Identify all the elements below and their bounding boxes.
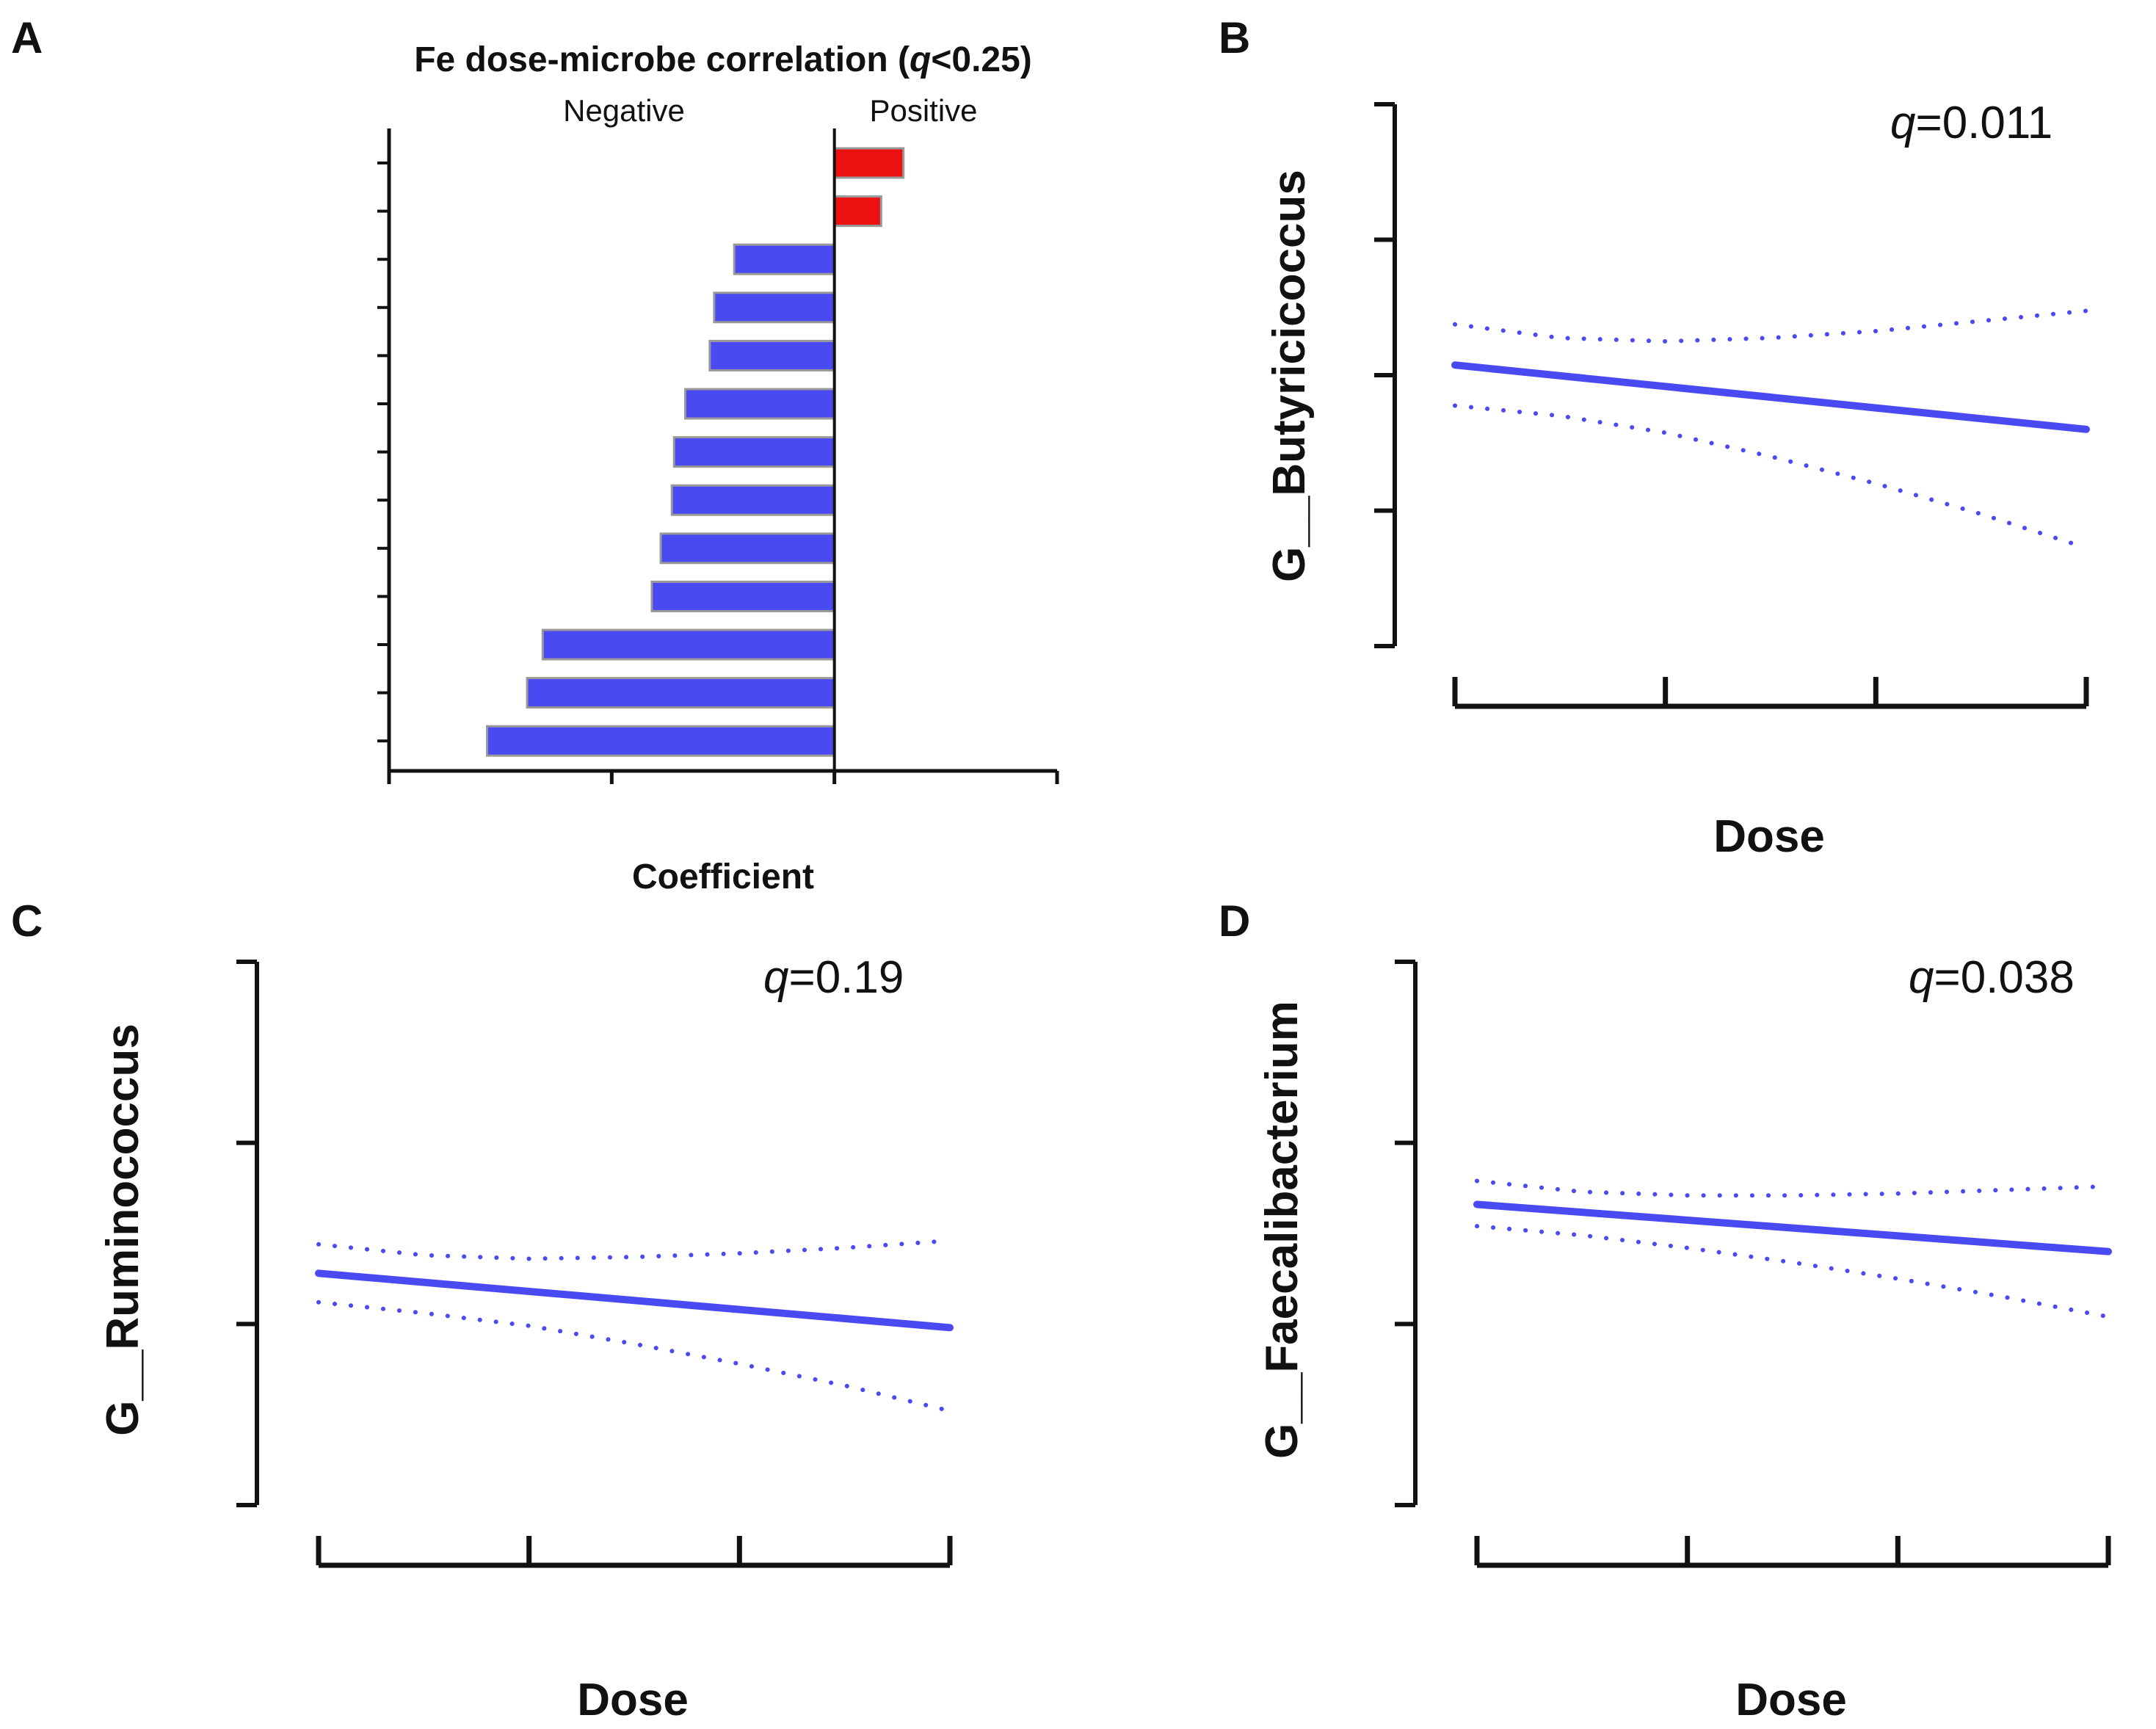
- lower-ci-line: [1455, 406, 2086, 548]
- bar: [527, 678, 835, 708]
- bar: [685, 389, 834, 418]
- panel-d: D q=0.038 G__Faecalibacterium Dose: [1219, 896, 2108, 1725]
- panel-d-label: D: [1219, 896, 1250, 946]
- panel-c-y-axis-label: G__Ruminococcus: [98, 1023, 148, 1436]
- figure: A Fe dose-microbe correlation (q<0.25) N…: [0, 0, 2156, 1729]
- panel-a-label: A: [11, 13, 43, 62]
- bar: [714, 293, 835, 322]
- panel-c-q-annotation: q=0.19: [763, 952, 904, 1003]
- fit-line: [319, 1273, 950, 1327]
- bar: [674, 438, 834, 467]
- positive-label: Positive: [869, 93, 977, 128]
- panel-d-x-axis-label: Dose: [1735, 1675, 1847, 1725]
- panel-d-y-axis-label: G__Faecalibacterium: [1257, 1001, 1307, 1459]
- fit-line: [1477, 1205, 2108, 1252]
- fit-line: [1455, 365, 2086, 429]
- panel-b-q-annotation: q=0.011: [1890, 98, 2052, 148]
- lower-ci-line: [1477, 1226, 2108, 1316]
- bar: [710, 341, 835, 370]
- bar: [734, 244, 835, 274]
- panel-b-plot: [1374, 104, 2086, 706]
- bar: [542, 630, 834, 659]
- bar: [672, 485, 834, 515]
- upper-ci-line: [1477, 1181, 2108, 1196]
- panel-b-x-axis-label: Dose: [1713, 811, 1825, 862]
- bar: [487, 726, 834, 755]
- panel-d-plot: [1395, 962, 2108, 1565]
- panel-b-label: B: [1219, 13, 1250, 62]
- panel-c-plot: [236, 962, 950, 1565]
- panel-a: A Fe dose-microbe correlation (q<0.25) N…: [11, 13, 1057, 896]
- bar: [835, 148, 904, 178]
- panel-c: C q=0.19 G__Ruminococcus Dose: [11, 896, 950, 1725]
- upper-ci-line: [1455, 311, 2086, 341]
- upper-ci-line: [319, 1241, 950, 1259]
- bar: [661, 534, 835, 563]
- bar-series: [487, 148, 903, 755]
- panel-a-x-axis-label: Coefficient: [632, 858, 814, 896]
- negative-label: Negative: [563, 93, 685, 128]
- bar: [652, 581, 835, 611]
- panel-c-label: C: [11, 896, 43, 946]
- panel-b: B q=0.011 G__Butyricicoccus Dose: [1219, 13, 2086, 862]
- bar: [835, 197, 882, 226]
- panel-a-title: Fe dose-microbe correlation (q<0.25): [414, 40, 1032, 79]
- panel-b-y-axis-label: G__Butyricicoccus: [1264, 170, 1315, 582]
- panel-c-x-axis-label: Dose: [577, 1675, 689, 1725]
- panel-d-q-annotation: q=0.038: [1909, 952, 2075, 1003]
